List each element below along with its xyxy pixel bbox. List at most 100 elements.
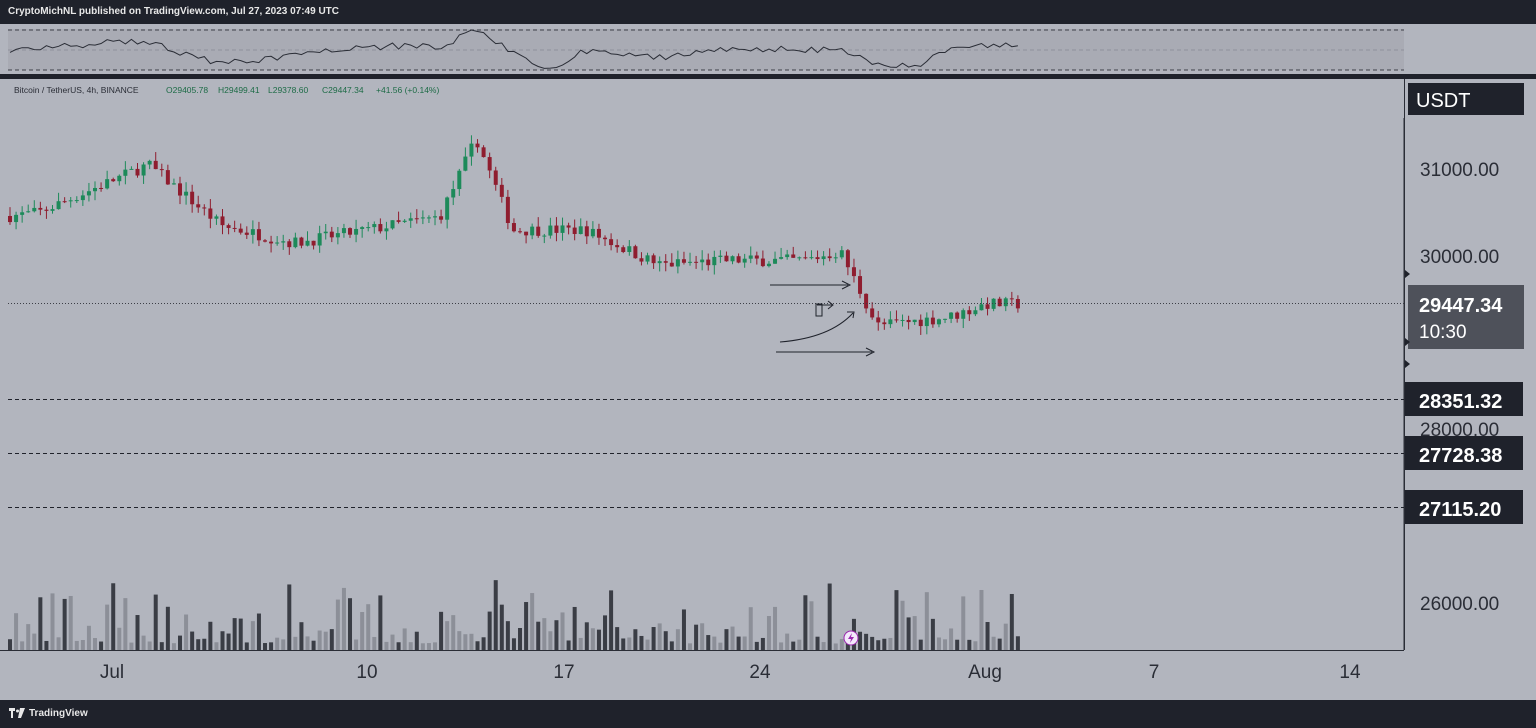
volume-bar <box>615 627 620 650</box>
candle <box>961 308 966 329</box>
candle <box>384 221 389 240</box>
volume-bar <box>147 641 152 650</box>
volume-bar <box>797 639 802 650</box>
candle-body <box>8 215 12 223</box>
candle-body <box>906 319 911 323</box>
candle-body <box>184 191 189 196</box>
volume-bar <box>499 604 504 650</box>
volume-bar <box>724 629 729 650</box>
candle-body <box>754 255 759 259</box>
time-tick-10: 10 <box>356 662 377 683</box>
volume-bar <box>445 621 450 650</box>
candle-body <box>554 225 559 233</box>
candle <box>463 147 468 172</box>
volume-bar <box>596 629 601 650</box>
volume-bar <box>1003 623 1008 650</box>
candle <box>305 231 310 247</box>
volume-bar <box>8 639 12 650</box>
candle-body <box>469 143 474 157</box>
volume-bar <box>123 598 128 650</box>
candle-body <box>718 255 723 257</box>
candle <box>281 234 286 250</box>
candle-body <box>590 228 595 237</box>
volume-bar <box>32 633 37 650</box>
candle-body <box>663 261 668 263</box>
volume-bar <box>451 615 456 650</box>
candle-body <box>949 312 954 319</box>
candle <box>991 298 996 312</box>
candle <box>584 220 589 245</box>
candle <box>669 253 674 267</box>
volume-bar <box>165 606 170 650</box>
candle <box>633 244 638 259</box>
volume-bar <box>269 642 274 650</box>
volume-bar <box>894 590 899 650</box>
candle-body <box>329 231 334 238</box>
volume-bar <box>487 611 492 650</box>
candle-body <box>773 258 778 264</box>
candle-body <box>864 293 869 309</box>
level-badge-2 <box>1405 436 1523 470</box>
level-badge-1 <box>1405 382 1523 416</box>
candle-body <box>402 220 407 222</box>
candle-body <box>991 298 996 309</box>
volume-bar <box>785 633 790 650</box>
candle <box>287 239 292 255</box>
volume-bar <box>663 631 668 650</box>
volume-bar <box>912 616 917 650</box>
time-tick-aug: Aug <box>968 662 1002 683</box>
candle-body <box>870 308 875 318</box>
candle <box>317 225 322 253</box>
candle-body <box>171 183 176 185</box>
candle-body <box>32 207 37 212</box>
volume-bar <box>299 622 304 650</box>
volume-bar <box>833 643 838 650</box>
volume-bar <box>712 636 717 650</box>
candle-body <box>117 175 122 182</box>
volume-bar <box>572 606 577 650</box>
ohlc-change: +41.56 (+0.14%) <box>376 85 439 95</box>
candle-body <box>930 317 935 325</box>
candle-body <box>14 214 19 223</box>
candle-body <box>62 201 67 203</box>
currency-badge[interactable] <box>1408 83 1524 115</box>
candle <box>712 250 717 275</box>
candle-body <box>639 258 644 262</box>
level-label-1: 28351.32 <box>1419 391 1502 413</box>
volume-bar <box>560 612 565 650</box>
candle-body <box>317 233 322 246</box>
candle <box>785 249 790 260</box>
candle <box>44 206 49 219</box>
candle <box>949 312 954 324</box>
candle-body <box>621 247 626 253</box>
candle <box>50 205 55 214</box>
volume-bar <box>943 639 948 650</box>
candle <box>912 319 917 325</box>
chart-area[interactable]: Bitcoin / TetherUS, 4h, BINANCE O29405.7… <box>0 24 1536 700</box>
candle <box>894 310 899 323</box>
price-tick-28000: 28000.00 <box>1420 420 1499 441</box>
candle <box>93 181 98 201</box>
volume-bar <box>700 623 705 650</box>
candle-body <box>858 276 863 294</box>
drawing-annotations[interactable] <box>770 280 876 357</box>
candle <box>882 318 887 330</box>
candle <box>263 239 268 243</box>
candle-body <box>232 227 237 229</box>
candle-body <box>627 246 632 253</box>
candle <box>250 220 255 244</box>
candle <box>791 246 796 258</box>
candle <box>943 318 948 324</box>
candle-body <box>633 246 638 259</box>
volume-bar <box>220 631 225 650</box>
candle <box>566 222 571 235</box>
alert-icon[interactable] <box>843 630 859 646</box>
candle <box>335 227 340 245</box>
candle <box>457 168 462 196</box>
candle-body <box>505 196 510 224</box>
candle-body <box>487 157 492 171</box>
candle-body <box>724 255 729 262</box>
candle <box>779 247 784 260</box>
candle-body <box>305 240 310 246</box>
candle-body <box>1015 298 1020 309</box>
